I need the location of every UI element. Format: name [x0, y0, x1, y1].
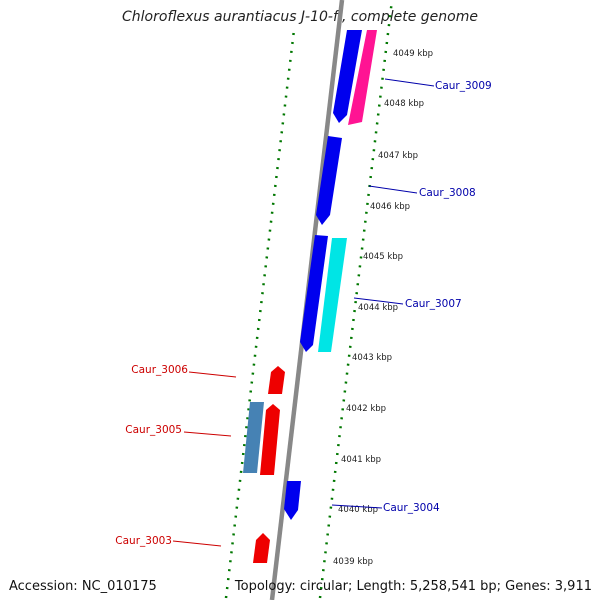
gene-leader-line: [331, 504, 383, 509]
gene-leader-line: [368, 185, 418, 194]
ruler-tick-label: 4049 kbp: [393, 49, 433, 59]
gene-arrow-caur-3009-forward[interactable]: [333, 30, 362, 123]
genome-summary: Topology: circular; Length: 5,258,541 bp…: [234, 579, 592, 594]
gene-arrow-caur-3006[interactable]: [268, 366, 285, 394]
gene-arrow-caur-3003[interactable]: [253, 533, 270, 563]
gene-arrow-caur-3005-steelblue[interactable]: [243, 402, 264, 473]
gene-label-caur-3008[interactable]: Caur_3008: [419, 187, 476, 199]
gene-arrow-caur-3008[interactable]: [316, 136, 342, 225]
gene-arrow-caur-3007-cyan[interactable]: [318, 238, 347, 352]
gene-label-caur-3004[interactable]: Caur_3004: [383, 502, 440, 514]
gene-label-caur-3007[interactable]: Caur_3007: [405, 298, 462, 310]
ruler-tick-label: 4043 kbp: [352, 353, 392, 363]
gene-label-layer: Caur_3009 Caur_3008 Caur_3007 Caur_3006 Caur…: [115, 78, 492, 547]
gene-arrow-caur-3009-reverse[interactable]: [348, 30, 377, 125]
gene-label-caur-3009[interactable]: Caur_3009: [435, 80, 492, 92]
ruler-tick-label: 4048 kbp: [384, 99, 424, 109]
gene-arrow-caur-3005-red[interactable]: [260, 404, 280, 475]
accession-label: Accession: NC_010175: [9, 579, 157, 594]
ruler-tick-label: 4045 kbp: [363, 252, 403, 262]
gene-label-caur-3006[interactable]: Caur_3006: [131, 364, 188, 376]
gene-arrow-caur-3004[interactable]: [284, 481, 301, 520]
gene-leader-line: [353, 297, 404, 305]
inner-ruler-right: [318, 0, 394, 599]
ruler-tick-label: 4047 kbp: [378, 151, 418, 161]
ruler-tick-label: 4040 kbp: [338, 505, 378, 515]
genome-title: Chloroflexus aurantiacus J-10-fl, comple…: [122, 9, 478, 25]
ruler-tick-label: 4041 kbp: [341, 455, 381, 465]
gene-label-caur-3003[interactable]: Caur_3003: [115, 535, 172, 547]
ruler-tick-label: 4046 kbp: [370, 202, 410, 212]
gene-label-caur-3005[interactable]: Caur_3005: [125, 424, 182, 436]
gene-leader-line: [384, 78, 435, 87]
ruler-tick-labels: 4039 kbp 4040 kbp 4041 kbp 4042 kbp 4043 kbp…: [333, 49, 433, 567]
gene-leader-line: [183, 431, 232, 437]
gene-leader-line: [172, 540, 222, 547]
ruler-tick-label: 4039 kbp: [333, 557, 373, 567]
ruler-tick-label: 4042 kbp: [346, 404, 386, 414]
ruler-tick-label: 4044 kbp: [358, 303, 398, 313]
gene-leader-line: [188, 371, 237, 378]
gene-arrow-caur-3007-blue[interactable]: [300, 235, 328, 352]
